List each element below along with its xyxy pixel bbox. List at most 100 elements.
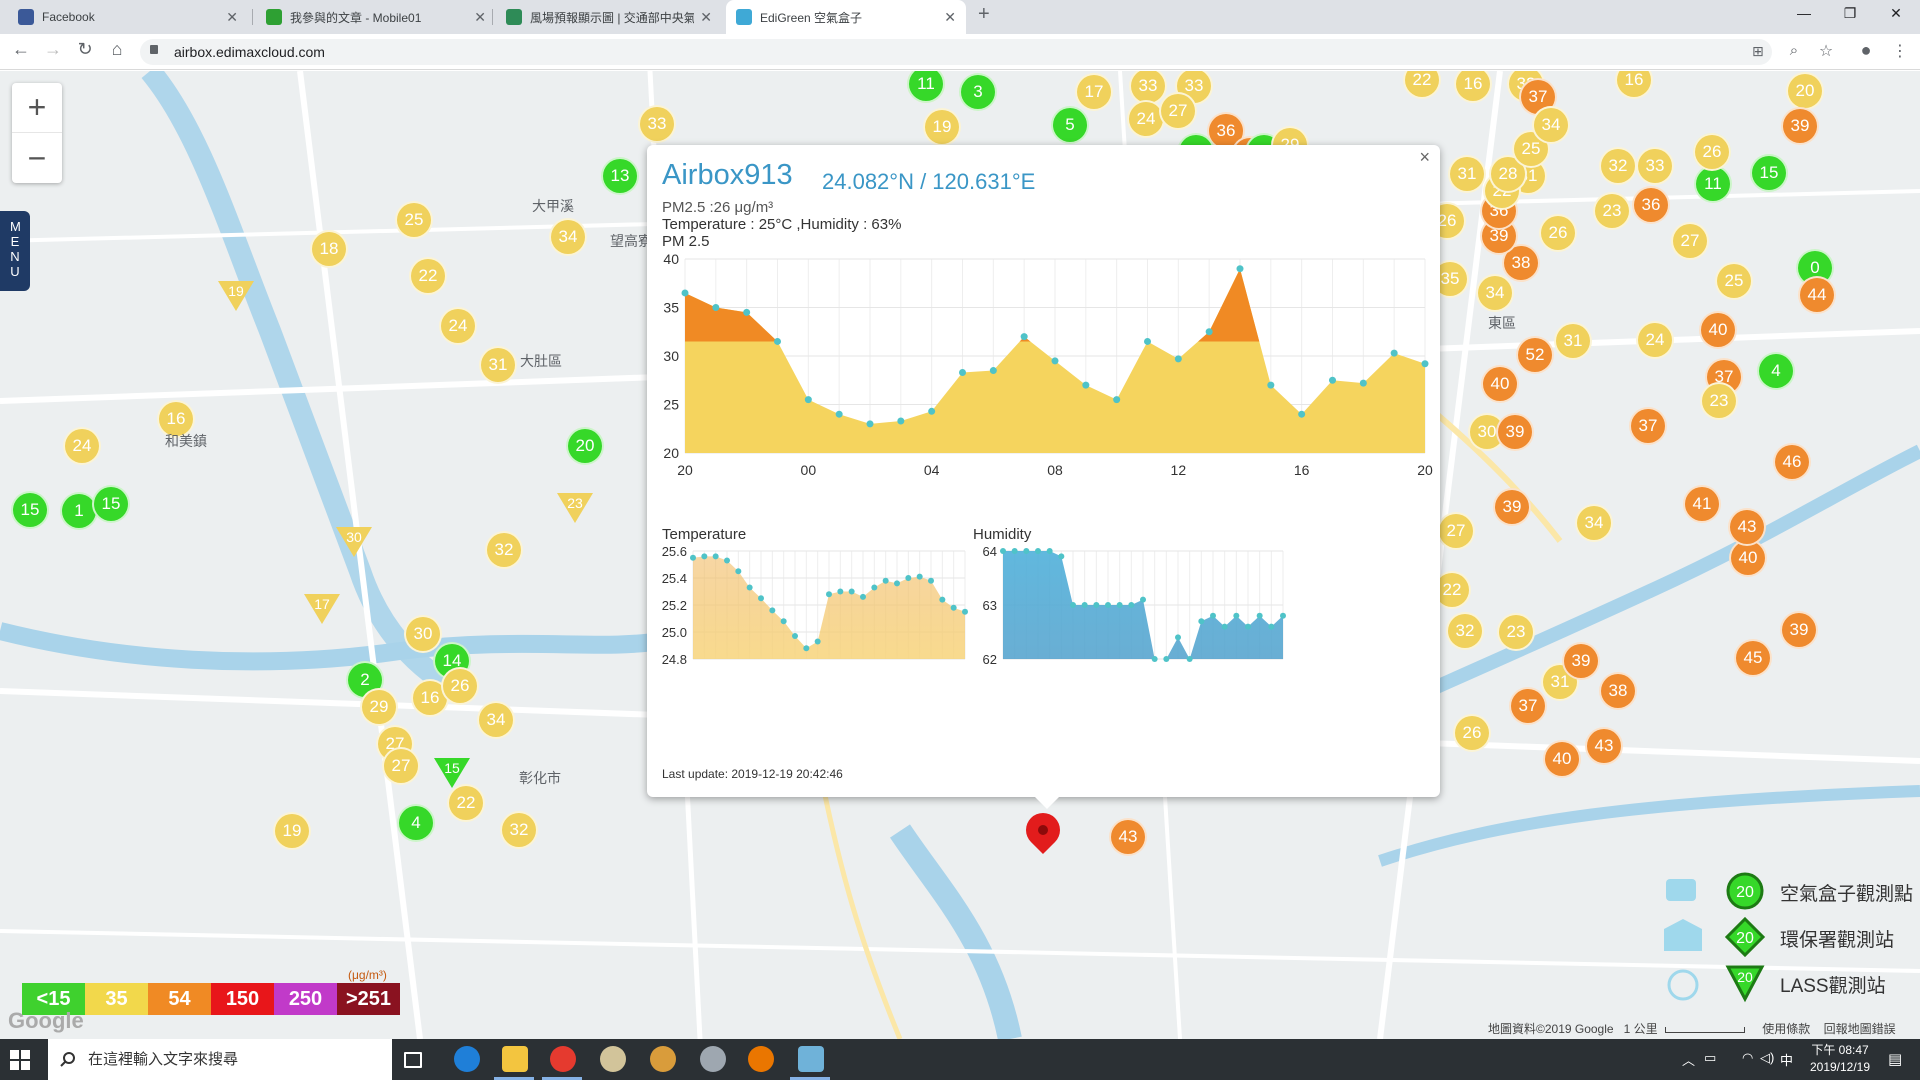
taskbar-search-box[interactable]: 在這裡輸入文字來搜尋 [48, 1039, 392, 1080]
pm25-station-marker[interactable]: 18 [310, 230, 348, 268]
new-tab-button[interactable]: + [978, 3, 990, 25]
pm25-station-marker[interactable]: 39 [1780, 611, 1818, 649]
pm25-station-marker[interactable]: 41 [1683, 485, 1721, 523]
pm25-station-marker[interactable]: 27 [382, 747, 420, 785]
close-icon[interactable]: ✕ [700, 8, 712, 25]
lass-station-marker[interactable]: 19 [218, 281, 254, 311]
tray-chevron-icon[interactable]: ︿ [1682, 1053, 1696, 1068]
map-area[interactable]: 3731733332216323716201333195242736740329… [0, 71, 1920, 1039]
close-icon[interactable]: ✕ [944, 8, 956, 25]
app-icon[interactable] [798, 1046, 824, 1072]
pm25-station-marker[interactable]: 31 [479, 346, 517, 384]
pm25-station-marker[interactable]: 24 [63, 427, 101, 465]
pm25-station-marker[interactable]: 26 [1693, 133, 1731, 171]
window-close-button[interactable]: ✕ [1890, 5, 1902, 21]
pm25-station-marker[interactable]: 32 [1599, 147, 1637, 185]
system-clock[interactable]: 下午 08:47 2019/12/19 [1800, 1042, 1880, 1076]
pm25-station-marker[interactable]: 34 [1532, 106, 1570, 144]
notification-icon[interactable]: ▤ [1888, 1051, 1903, 1068]
pm25-station-marker[interactable]: 36 [1632, 186, 1670, 224]
pm25-station-marker[interactable]: 30 [404, 615, 442, 653]
pm25-station-marker[interactable]: 17 [1075, 73, 1113, 111]
pm25-station-marker[interactable]: 43 [1728, 508, 1766, 546]
zoom-out-button[interactable]: − [27, 139, 47, 176]
pm25-station-marker[interactable]: 40 [1699, 311, 1737, 349]
pm25-station-marker[interactable]: 4 [1757, 352, 1795, 390]
popup-close-button[interactable]: × [1419, 147, 1430, 167]
pm25-station-marker[interactable]: 33 [1636, 147, 1674, 185]
app-icon[interactable] [700, 1046, 726, 1072]
pm25-station-marker[interactable]: 39 [1493, 488, 1531, 526]
pm25-station-marker[interactable]: 38 [1599, 672, 1637, 710]
zoom-icon[interactable]: ⌕ [1789, 42, 1799, 59]
pm25-station-marker[interactable]: 26 [1539, 214, 1577, 252]
chrome-menu-icon[interactable]: ⋮ [1892, 43, 1908, 60]
network-icon[interactable]: ◠ [1742, 1050, 1754, 1065]
battery-icon[interactable]: ▭ [1704, 1050, 1717, 1065]
pm25-station-marker[interactable]: 26 [441, 667, 479, 705]
pm25-station-marker[interactable]: 5 [1051, 106, 1089, 144]
pm25-station-marker[interactable]: 13 [601, 157, 639, 195]
back-icon[interactable]: ← [12, 39, 30, 59]
pm25-station-marker[interactable]: 31 [1541, 663, 1579, 701]
pm25-station-marker[interactable]: 37 [1519, 78, 1557, 116]
pm25-station-marker[interactable]: 19 [923, 108, 961, 146]
pm25-station-marker[interactable]: 25 [395, 201, 433, 239]
ime-indicator[interactable]: 中 [1780, 1053, 1794, 1068]
volume-icon[interactable]: ◁) [1760, 1050, 1775, 1065]
zoom-in-button[interactable]: + [12, 83, 62, 133]
pm25-station-marker[interactable]: 20 [566, 427, 604, 465]
pm25-station-marker[interactable]: 45 [1734, 639, 1772, 677]
pm25-station-marker[interactable]: 31 [1448, 155, 1486, 193]
pm25-station-marker[interactable]: 28 [1489, 155, 1527, 193]
report-error-link[interactable]: 回報地圖錯誤 [1823, 1022, 1896, 1036]
pm25-station-marker[interactable]: 34 [477, 701, 515, 739]
pm25-station-marker[interactable]: 16 [157, 400, 195, 438]
app-icon[interactable] [650, 1046, 676, 1072]
pm25-station-marker[interactable]: 19 [273, 812, 311, 850]
pm25-station-marker[interactable]: 40 [1481, 365, 1519, 403]
pm25-station-marker[interactable]: 37 [1629, 407, 1667, 445]
menu-button[interactable]: MENU [0, 211, 30, 291]
pm25-station-marker[interactable]: 16 [1454, 71, 1492, 103]
pm25-station-marker[interactable]: 32 [485, 531, 523, 569]
pm25-station-marker[interactable]: 31 [1554, 322, 1592, 360]
pm25-station-marker[interactable]: 22 [447, 784, 485, 822]
pm25-station-marker[interactable]: 32 [1446, 612, 1484, 650]
lass-station-marker[interactable]: 17 [304, 594, 340, 624]
pm25-station-marker[interactable]: 43 [1585, 727, 1623, 765]
pm25-station-marker[interactable]: 39 [1496, 413, 1534, 451]
file-explorer-icon[interactable] [502, 1046, 528, 1072]
pm25-station-marker[interactable]: 39 [1562, 642, 1600, 680]
pm25-station-marker[interactable]: 34 [1476, 274, 1514, 312]
pm25-station-marker[interactable]: 23 [1593, 192, 1631, 230]
pm25-station-marker[interactable]: 33 [638, 105, 676, 143]
bookmark-star-icon[interactable]: ☆ [1818, 43, 1834, 60]
translate-icon[interactable]: ⊞ [1752, 43, 1764, 59]
terms-link[interactable]: 使用條款 [1762, 1022, 1811, 1036]
minimize-button[interactable]: — [1797, 5, 1811, 21]
pm25-station-marker[interactable]: 34 [1575, 504, 1613, 542]
profile-icon[interactable]: ● [1860, 40, 1872, 60]
tab-edigreen[interactable]: EdiGreen 空氣盒子 ✕ [726, 0, 966, 34]
pm25-station-marker[interactable]: 27 [1437, 512, 1475, 550]
pm25-station-marker[interactable]: 26 [1453, 714, 1491, 752]
address-bar[interactable]: airbox.edimaxcloud.com ⊞ [140, 39, 1772, 65]
home-icon[interactable]: ⌂ [111, 39, 123, 59]
maximize-button[interactable]: ❐ [1843, 5, 1857, 21]
pm25-station-marker[interactable]: 25 [1715, 262, 1753, 300]
pm25-station-marker[interactable]: 32 [500, 811, 538, 849]
lass-station-marker[interactable]: 15 [434, 758, 470, 788]
task-view-icon[interactable] [404, 1052, 422, 1068]
pm25-station-marker[interactable]: 46 [1773, 443, 1811, 481]
pm25-station-marker[interactable]: 39 [1781, 107, 1819, 145]
pm25-station-marker[interactable]: 44 [1798, 276, 1836, 314]
app-icon[interactable] [600, 1046, 626, 1072]
windows-start-icon[interactable] [10, 1050, 30, 1070]
pm25-station-marker[interactable]: 23 [1700, 382, 1738, 420]
forward-icon[interactable]: → [44, 39, 62, 59]
pm25-station-marker[interactable]: 23 [1497, 613, 1535, 651]
blender-icon[interactable] [748, 1046, 774, 1072]
close-icon[interactable]: ✕ [474, 8, 486, 25]
pm25-station-marker[interactable]: 15 [11, 491, 49, 529]
